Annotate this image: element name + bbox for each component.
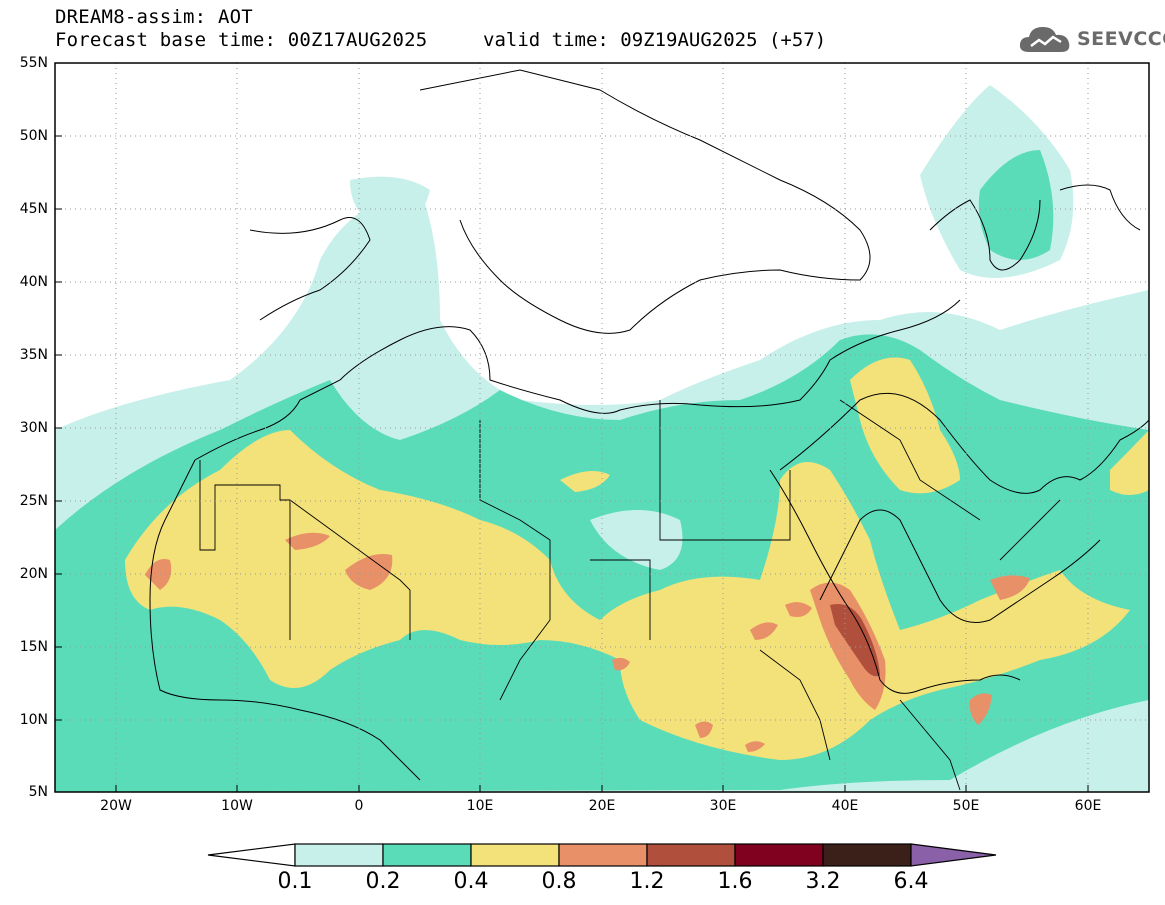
coastlines bbox=[149, 69, 1149, 781]
colorbar-label: 1.2 bbox=[629, 869, 665, 894]
colorbar-bin-0.8 bbox=[558, 843, 648, 867]
map-title: DREAM8-assim: AOT bbox=[55, 6, 253, 28]
cloud-icon bbox=[1019, 27, 1070, 52]
lat-label: 25N bbox=[19, 493, 48, 509]
colorbar-bin-1.2 bbox=[646, 843, 736, 867]
colorbar-bin-3.2 bbox=[822, 843, 912, 867]
colorbar-label: 3.2 bbox=[805, 869, 841, 894]
colorbar-label: 6.4 bbox=[893, 869, 929, 894]
colorbar-label: 0.2 bbox=[365, 869, 401, 894]
colorbar bbox=[207, 843, 997, 867]
lon-label: 60E bbox=[1074, 798, 1102, 814]
colorbar-overflow bbox=[910, 843, 997, 867]
lat-label: 45N bbox=[19, 201, 48, 217]
map-frame bbox=[54, 62, 1150, 793]
lat-label: 20N bbox=[19, 566, 48, 582]
lat-label: 50N bbox=[19, 128, 48, 144]
lat-label: 30N bbox=[19, 420, 48, 436]
valid-time: valid time: 09Z19AUG2025 (+57) bbox=[483, 29, 827, 51]
colorbar-bin-0.4 bbox=[470, 843, 560, 867]
forecast-base-time: Forecast base time: 00Z17AUG2025 bbox=[55, 29, 428, 51]
colorbar-bin-0.2 bbox=[382, 843, 472, 867]
lon-label: 10E bbox=[466, 798, 494, 814]
colorbar-bin-1.6 bbox=[734, 843, 824, 867]
seevccc-logo: SEEVCCC bbox=[1017, 22, 1165, 58]
lat-label: 35N bbox=[19, 347, 48, 363]
colorbar-underflow bbox=[207, 843, 296, 867]
lat-label: 5N bbox=[28, 784, 48, 800]
aot-level-1.2 bbox=[830, 604, 880, 677]
colorbar-label: 0.8 bbox=[541, 869, 577, 894]
aot-level-0.8 bbox=[145, 532, 1030, 752]
country-borders bbox=[199, 399, 1061, 791]
lon-label: 40E bbox=[831, 798, 859, 814]
lat-label: 10N bbox=[19, 712, 48, 728]
colorbar-label: 0.1 bbox=[277, 869, 313, 894]
axis-ticks bbox=[55, 62, 1089, 792]
lon-label: 0 bbox=[354, 798, 364, 814]
lon-label: 30E bbox=[709, 798, 737, 814]
colorbar-label: 1.6 bbox=[717, 869, 753, 894]
logo-text: SEEVCCC bbox=[1077, 28, 1165, 50]
colorbar-label: 0.4 bbox=[453, 869, 489, 894]
lon-label: 10W bbox=[221, 798, 253, 814]
colorbar-bin-0.1 bbox=[294, 843, 384, 867]
lon-label: 20W bbox=[100, 798, 132, 814]
lat-label: 15N bbox=[19, 639, 48, 655]
lat-label: 40N bbox=[19, 274, 48, 290]
lon-label: 20E bbox=[588, 798, 616, 814]
lat-label: 55N bbox=[19, 55, 48, 71]
lon-label: 50E bbox=[952, 798, 980, 814]
